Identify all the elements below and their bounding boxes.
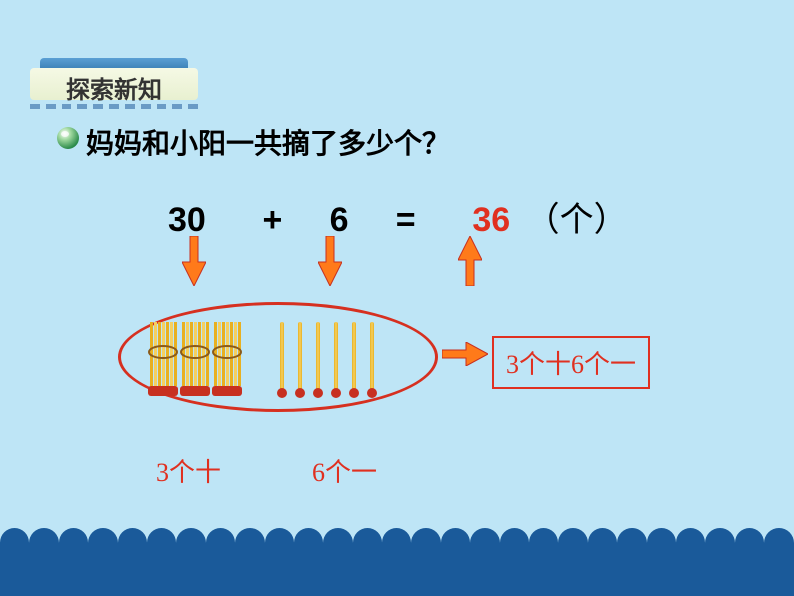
result: 36 — [472, 201, 510, 239]
arrow-up-icon — [458, 236, 482, 291]
bundle-item — [212, 320, 242, 394]
question-text: 妈妈和小阳一共摘了多少个？ — [86, 122, 450, 162]
bundle-item — [180, 320, 210, 394]
equals: = — [396, 201, 416, 239]
result-box: 3个十6个一 — [492, 336, 650, 389]
ones-label: 6个一 — [312, 452, 377, 489]
operator: + — [263, 201, 283, 239]
tens-label: 3个十 — [156, 452, 221, 489]
stick-item — [280, 322, 284, 394]
section-tab: 探索新知 — [30, 58, 198, 98]
sphere-icon — [56, 126, 80, 150]
bundles-group — [148, 320, 242, 394]
stick-item — [316, 322, 320, 394]
stick-item — [370, 322, 374, 394]
arrow-down-icon — [318, 236, 342, 291]
dash-divider — [30, 104, 198, 110]
operand-1: 30 — [168, 201, 206, 239]
operand-2: 6 — [330, 201, 349, 239]
stick-item — [352, 322, 356, 394]
bundle-item — [148, 320, 178, 394]
arrow-down-icon — [182, 236, 206, 291]
tab-label: 探索新知 — [30, 70, 198, 105]
stick-item — [334, 322, 338, 394]
equation: 30 + 6 = 36 （个） — [168, 192, 628, 241]
stick-item — [298, 322, 302, 394]
combined-label: 3个十6个一 — [506, 350, 636, 379]
arrow-right-icon — [442, 342, 488, 371]
wave-border — [0, 548, 794, 596]
sticks-group — [280, 322, 374, 394]
unit: （个） — [526, 202, 628, 239]
